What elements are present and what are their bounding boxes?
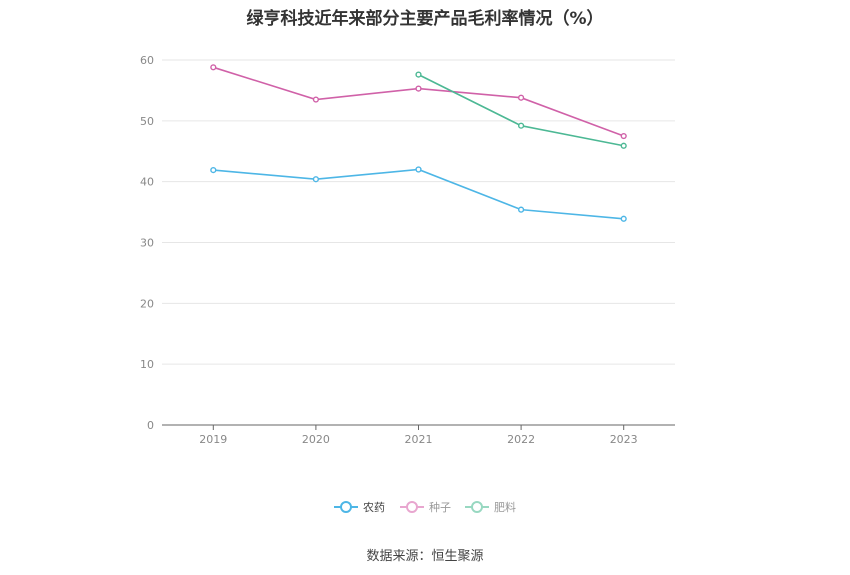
data-point [210,64,217,71]
data-point [620,132,627,140]
legend-marker [471,501,483,513]
y-tick-label: 60 [140,54,154,67]
y-tick-label: 10 [140,358,154,371]
data-point [517,122,525,129]
y-tick-label: 30 [140,237,154,250]
legend: 农药 种子 肥料 [334,500,516,514]
series-line [418,73,624,147]
y-tick-label: 40 [140,176,154,189]
x-tick-label: 2022 [507,433,535,446]
chart-title: 绿亨科技近年来部分主要产品毛利率情况（%） [246,9,604,29]
data-point [620,142,627,149]
data-source: 数据来源：恒生聚源 [366,549,484,564]
legend-item[interactable]: 肥料 [465,500,516,514]
legend-label: 种子 [429,500,451,514]
y-tick-label: 0 [147,419,154,432]
axes: 0 10 20 30 40 50 60 2019 2020 2021 2022 2023 [140,54,675,446]
legend-item[interactable]: 农药 [334,500,385,514]
data-point [517,94,525,101]
legend-label: 肥料 [494,500,516,514]
series-line [213,168,624,220]
data-point [415,85,422,92]
x-tick-label: 2021 [405,433,433,446]
legend-item[interactable]: 种子 [400,500,451,514]
y-tick-label: 20 [140,297,154,310]
data-point [210,167,217,174]
data-point [312,96,320,103]
data-point [620,215,627,222]
legend-label: 农药 [363,500,385,514]
data-point [517,206,525,213]
data-point [312,176,320,183]
legend-marker [406,501,418,513]
data-point [415,71,422,78]
x-tick-label: 2020 [302,433,330,446]
x-tick-label: 2019 [199,433,227,446]
gridlines [162,59,675,365]
x-tick-label: 2023 [610,433,638,446]
series-lines [210,64,627,222]
y-tick-label: 50 [140,115,154,128]
legend-marker [340,501,352,513]
data-point [415,166,422,173]
